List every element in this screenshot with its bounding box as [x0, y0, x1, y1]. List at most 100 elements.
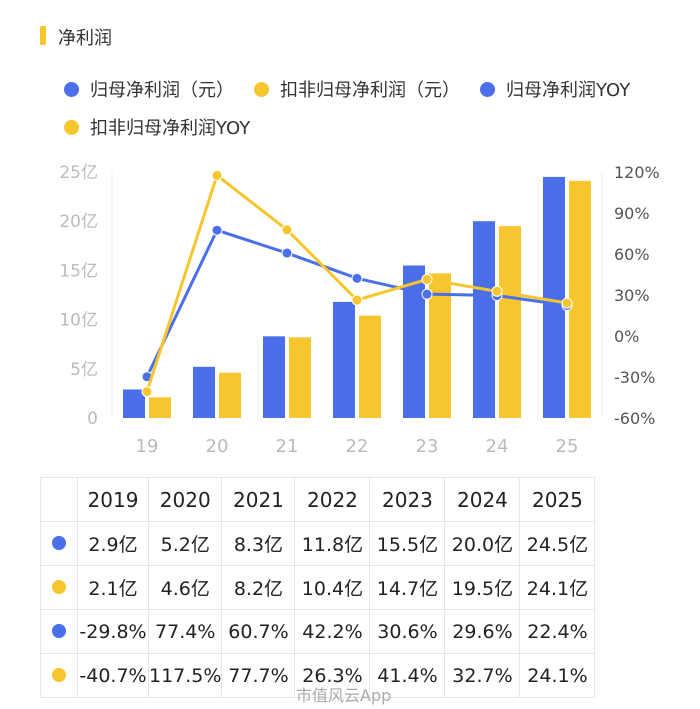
row-dot-icon	[52, 667, 66, 682]
bar-deducted-net-profit	[429, 273, 451, 418]
y-right-tick-label: 60%	[614, 245, 650, 264]
row-dot-icon	[52, 579, 66, 594]
row-dot-icon	[52, 623, 66, 638]
data-table: 2019 2020 2021 2022 2023 2024 2025 2.9亿 …	[40, 477, 596, 698]
y-right-tick-label: 90%	[614, 204, 650, 223]
table-cell: 15.5亿	[369, 521, 446, 566]
y-left-tick-label: 10亿	[59, 311, 98, 331]
table-cell: 29.6%	[444, 609, 521, 654]
watermark: 市值风云App	[296, 686, 392, 705]
y-right-tick-label: -60%	[614, 409, 655, 428]
table-header-row: 2019 2020 2021 2022 2023 2024 2025	[40, 477, 596, 522]
table-cell: 26.3%	[294, 653, 371, 698]
row-dot-icon	[52, 535, 66, 550]
table-header-year: 2023	[369, 477, 446, 522]
table-header-year: 2022	[294, 477, 371, 522]
point-net-profit-yoy	[421, 288, 433, 300]
table-cell: 8.3亿	[221, 521, 296, 566]
x-tick-label: 21	[276, 436, 299, 457]
point-deducted-net-profit-yoy	[561, 297, 573, 309]
table-header-year: 2021	[221, 477, 296, 522]
x-tick-label: 20	[206, 436, 229, 457]
bar-net-profit	[403, 265, 425, 418]
x-tick-label: 19	[136, 436, 159, 457]
bar-deducted-net-profit	[149, 397, 171, 418]
y-left-tick-label: 25亿	[59, 163, 98, 183]
bar-net-profit	[473, 221, 495, 418]
table-cell: 22.4%	[519, 609, 596, 654]
bar-deducted-net-profit	[499, 226, 521, 418]
point-net-profit-yoy	[281, 247, 293, 259]
net-profit-chart: 0 5亿 10亿 15亿 20亿 25亿 -60% -30% 0% 30% 60% 90% 120% 19…	[59, 163, 660, 457]
point-deducted-net-profit-yoy	[351, 294, 363, 306]
x-tick-label: 24	[486, 436, 509, 457]
table-row: 2.9亿 5.2亿 8.3亿 11.8亿 15.5亿 20.0亿 24.5亿	[40, 521, 596, 566]
row-marker-cell	[40, 609, 78, 654]
table-cell: 14.7亿	[369, 565, 446, 610]
x-tick-label: 22	[346, 436, 369, 457]
point-deducted-net-profit-yoy	[211, 169, 223, 181]
chart-title: 净利润	[58, 28, 112, 49]
legend-label: 归母净利润YOY	[506, 80, 631, 101]
table-cell: 5.2亿	[147, 521, 223, 566]
table-row: -29.8% 77.4% 60.7% 42.2% 30.6% 29.6% 22.…	[40, 609, 596, 654]
point-net-profit-yoy	[351, 272, 363, 284]
table-corner-cell	[40, 477, 78, 522]
table-cell: 4.6亿	[147, 565, 223, 610]
table-cell: 77.4%	[147, 609, 223, 654]
table-header-year: 2019	[77, 477, 149, 522]
table-cell: -40.7%	[77, 653, 149, 698]
y-left-tick-label: 15亿	[59, 261, 98, 281]
bar-deducted-net-profit	[569, 180, 591, 418]
y-left-tick-label: 0	[87, 409, 98, 429]
table-cell: 11.8亿	[294, 521, 371, 566]
bar-net-profit	[263, 336, 285, 418]
table-cell: 77.7%	[221, 653, 296, 698]
y-left-tick-label: 20亿	[59, 212, 98, 232]
table-cell: 24.5亿	[519, 521, 596, 566]
point-deducted-net-profit-yoy	[281, 224, 293, 236]
point-deducted-net-profit-yoy	[491, 285, 503, 297]
table-cell: 24.1亿	[519, 565, 596, 610]
y-right-tick-label: 120%	[614, 163, 660, 182]
table-cell: 19.5亿	[444, 565, 521, 610]
bar-deducted-net-profit	[219, 372, 241, 418]
legend-label: 扣非归母净利润（元）	[280, 80, 460, 101]
legend-item-deducted-net-profit[interactable]: 扣非归母净利润（元）	[254, 76, 460, 102]
table-row: 2.1亿 4.6亿 8.2亿 10.4亿 14.7亿 19.5亿 24.1亿	[40, 565, 596, 610]
legend-item-net-profit[interactable]: 归母净利润（元）	[64, 76, 234, 102]
legend-dot-icon	[254, 81, 269, 97]
table-header-year: 2020	[147, 477, 223, 522]
table-cell: 32.7%	[444, 653, 521, 698]
table-cell: 42.2%	[294, 609, 371, 654]
table-cell: 2.9亿	[77, 521, 149, 566]
legend-dot-icon	[64, 81, 79, 97]
bar-net-profit	[193, 366, 215, 418]
point-deducted-net-profit-yoy	[421, 273, 433, 285]
table-cell: 10.4亿	[294, 565, 371, 610]
table-header-year: 2025	[519, 477, 596, 522]
table-cell: 117.5%	[147, 653, 223, 698]
point-net-profit-yoy	[211, 224, 223, 236]
x-tick-label: 25	[556, 436, 579, 457]
y-right-tick-label: 0%	[614, 327, 639, 346]
legend-item-net-profit-yoy[interactable]: 归母净利润YOY	[480, 76, 630, 102]
table-cell: 24.1%	[519, 653, 596, 698]
row-marker-cell	[40, 521, 78, 566]
row-marker-cell	[40, 653, 78, 698]
table-cell: 2.1亿	[77, 565, 149, 610]
table-cell: 30.6%	[369, 609, 446, 654]
legend-item-deducted-net-profit-yoy[interactable]: 扣非归母净利润YOY	[64, 114, 250, 140]
legend-label: 扣非归母净利润YOY	[90, 118, 251, 139]
title-accent-bar	[40, 26, 46, 45]
table-cell: -29.8%	[77, 609, 149, 654]
table-cell: 8.2亿	[221, 565, 296, 610]
table-row: -40.7% 117.5% 77.7% 26.3% 41.4% 32.7% 24…	[40, 653, 596, 698]
bar-net-profit	[123, 389, 145, 418]
legend-dot-icon	[480, 81, 495, 97]
legend-dot-icon	[64, 119, 79, 135]
point-deducted-net-profit-yoy	[141, 386, 153, 398]
table-header-year: 2024	[444, 477, 521, 522]
bar-net-profit	[333, 301, 355, 418]
row-marker-cell	[40, 565, 78, 610]
